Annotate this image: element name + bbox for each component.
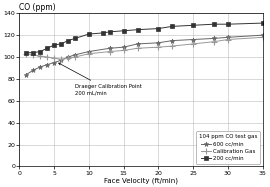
Legend: 600 cc/min, Calibration Gas, 200 cc/min: 600 cc/min, Calibration Gas, 200 cc/min <box>196 131 260 164</box>
X-axis label: Face Velocity (ft/min): Face Velocity (ft/min) <box>104 177 178 183</box>
Text: Draeger Calibration Point
200 mL/min: Draeger Calibration Point 200 mL/min <box>59 63 142 95</box>
Text: CO (ppm): CO (ppm) <box>19 4 56 13</box>
